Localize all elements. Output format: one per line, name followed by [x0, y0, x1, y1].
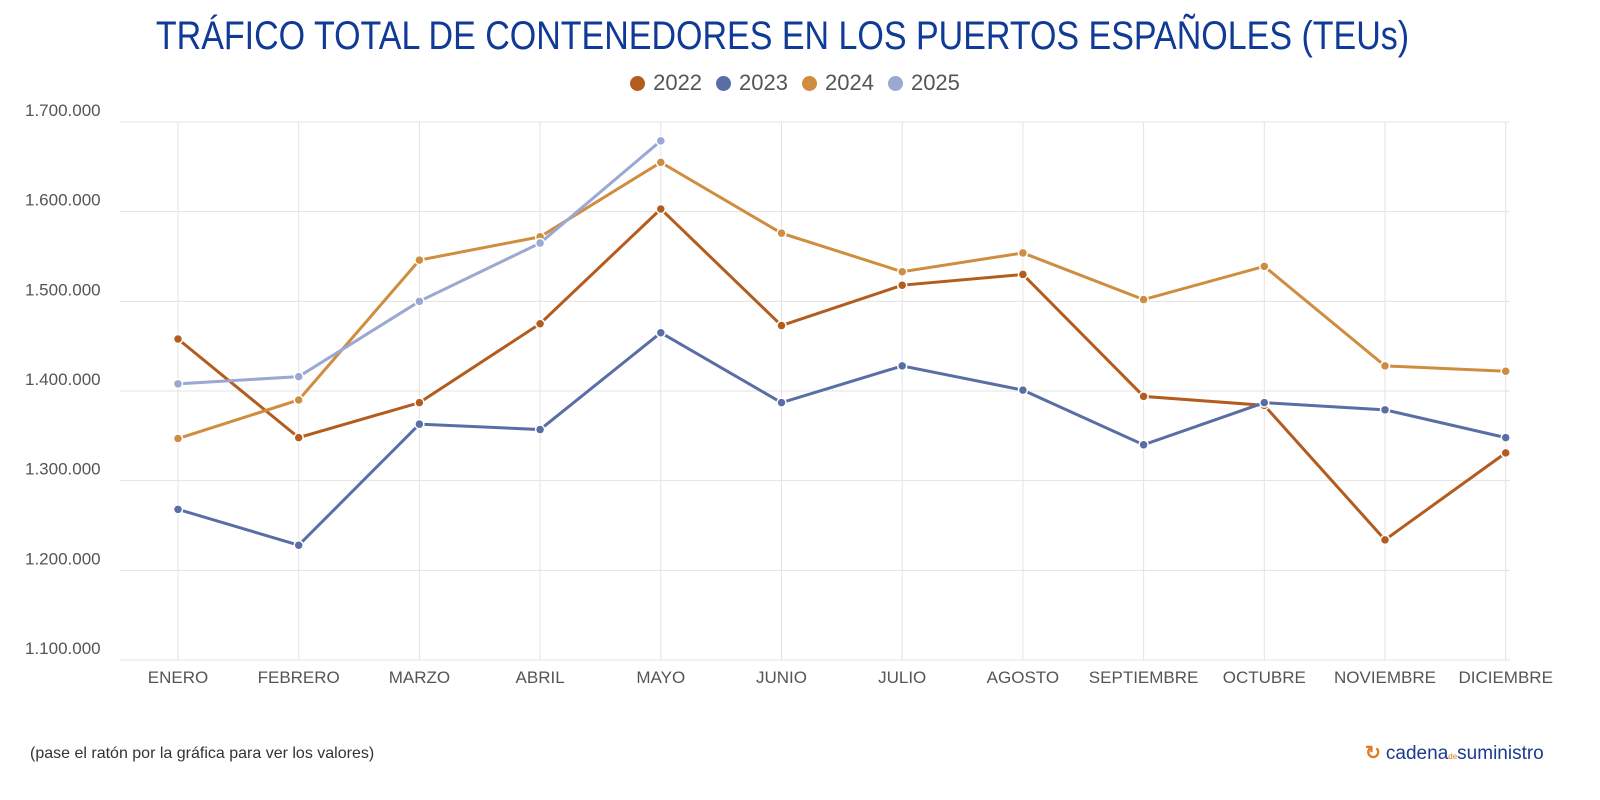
data-point-2024-junio[interactable] [776, 227, 787, 239]
data-point-2024-mayo[interactable] [655, 157, 667, 168]
data-point-2024-marzo[interactable] [414, 254, 425, 266]
data-point-2024-julio[interactable] [896, 266, 908, 277]
data-point-2023-noviembre[interactable] [1379, 404, 1391, 416]
x-tick-label: MARZO [389, 668, 450, 687]
data-point-2022-febrero[interactable] [293, 432, 304, 443]
data-point-2023-enero[interactable] [172, 504, 184, 515]
legend-label: 2022 [653, 70, 703, 95]
x-tick-label: FEBRERO [258, 668, 340, 687]
data-point-2023-diciembre[interactable] [1500, 432, 1511, 443]
data-point-2022-septiembre[interactable] [1138, 391, 1149, 402]
x-tick-label: JULIO [878, 668, 926, 687]
y-tick-label: 1.200.000 [25, 549, 101, 568]
legend-label: 2025 [910, 70, 960, 95]
logo-icon: ↻ [1365, 743, 1381, 764]
data-point-2022-marzo[interactable] [414, 397, 425, 408]
data-point-2024-septiembre[interactable] [1138, 294, 1149, 305]
data-point-2023-septiembre[interactable] [1138, 439, 1149, 451]
data-point-2024-febrero[interactable] [293, 394, 304, 406]
data-point-2025-febrero[interactable] [293, 371, 304, 382]
data-point-2024-agosto[interactable] [1017, 247, 1029, 259]
data-point-2023-mayo[interactable] [655, 327, 667, 338]
data-point-2025-marzo[interactable] [414, 296, 425, 307]
x-tick-label: DICIEMBRE [1458, 668, 1552, 687]
legend-marker [887, 75, 903, 91]
data-point-2024-noviembre[interactable] [1379, 360, 1391, 372]
x-tick-label: AGOSTO [987, 668, 1059, 687]
y-tick-label: 1.400.000 [25, 370, 101, 389]
series-line-2022[interactable] [177, 206, 1507, 542]
legend-item-2024[interactable]: 2024 [802, 70, 874, 96]
legend-item-2025[interactable]: 2025 [887, 70, 960, 96]
x-tick-label: ABRIL [516, 668, 565, 687]
data-point-2022-junio[interactable] [776, 320, 787, 331]
x-tick-label: ENERO [148, 668, 208, 687]
legend-label: 2024 [825, 70, 874, 95]
data-point-2022-agosto[interactable] [1017, 269, 1029, 280]
data-point-2023-marzo[interactable] [414, 418, 425, 430]
x-tick-label: JUNIO [756, 668, 807, 687]
data-point-2022-abril[interactable] [534, 318, 546, 329]
hover-hint: (pase el ratón por la gráfica para ver l… [30, 745, 375, 762]
legend-marker [802, 75, 817, 91]
x-tick-label: MAYO [636, 668, 685, 687]
data-point-2022-noviembre[interactable] [1379, 534, 1391, 546]
y-tick-label: 1.700.000 [25, 101, 101, 120]
y-tick-label: 1.600.000 [25, 191, 101, 210]
data-point-2024-octubre[interactable] [1259, 261, 1270, 272]
data-point-2023-octubre[interactable] [1259, 397, 1270, 408]
legend-label: 2023 [739, 70, 788, 95]
x-tick-label: NOVIEMBRE [1334, 668, 1436, 687]
chart-title: TRÁFICO TOTAL DE CONTENEDORES EN LOS PUE… [155, 14, 1410, 58]
data-point-2025-enero[interactable] [172, 378, 184, 390]
data-point-2024-diciembre[interactable] [1500, 366, 1511, 377]
data-point-2022-diciembre[interactable] [1500, 447, 1511, 459]
y-tick-label: 1.100.000 [25, 639, 101, 658]
y-tick-label: 1.500.000 [25, 280, 101, 299]
logo[interactable]: ↻ cadenadesuministro [1365, 742, 1544, 765]
data-point-2022-mayo[interactable] [655, 203, 667, 215]
data-point-2022-enero[interactable] [172, 333, 184, 345]
y-tick-label: 1.300.000 [25, 460, 101, 479]
data-point-2023-agosto[interactable] [1017, 384, 1029, 396]
data-point-2023-febrero[interactable] [293, 539, 304, 551]
data-point-2023-junio[interactable] [776, 397, 787, 408]
data-point-2023-abril[interactable] [534, 424, 546, 435]
legend-marker [630, 75, 646, 91]
data-point-2022-julio[interactable] [896, 279, 908, 291]
data-point-2024-enero[interactable] [172, 433, 184, 444]
legend-marker [716, 75, 732, 91]
x-tick-label: SEPTIEMBRE [1089, 668, 1199, 687]
legend-item-2022[interactable]: 2022 [630, 70, 702, 96]
data-point-2025-mayo[interactable] [655, 135, 667, 147]
x-tick-label: OCTUBRE [1223, 668, 1306, 687]
data-point-2023-julio[interactable] [896, 360, 908, 372]
data-point-2025-abril[interactable] [534, 237, 546, 249]
series-line-2023[interactable] [177, 330, 1507, 547]
legend: 2022 2023 2024 2025 [0, 70, 1590, 96]
legend-item-2023[interactable]: 2023 [716, 70, 788, 96]
series-line-2024[interactable] [177, 160, 1506, 440]
